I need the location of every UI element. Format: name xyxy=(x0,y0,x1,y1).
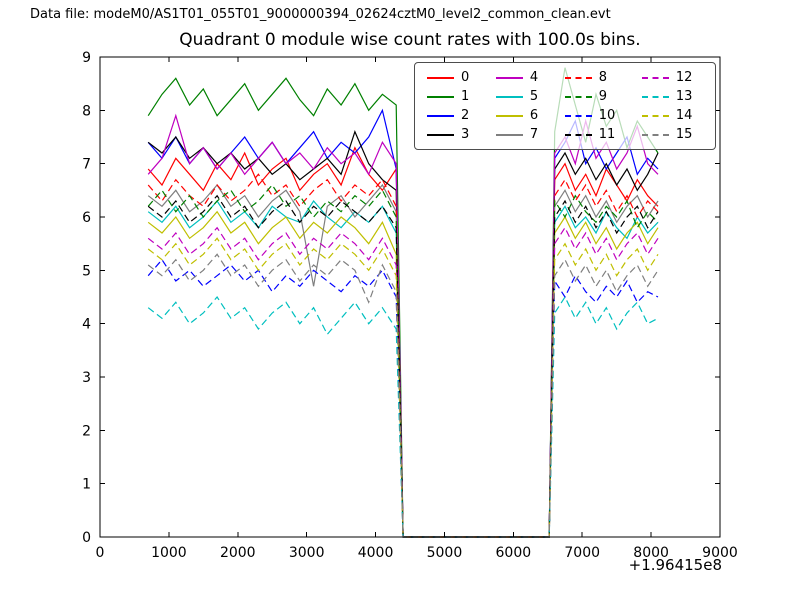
legend-line-sample-8 xyxy=(564,76,592,79)
legend-line-sample-2 xyxy=(427,114,454,117)
series-line-9 xyxy=(147,184,659,538)
series-line-15 xyxy=(147,253,659,538)
legend-line-sample-7 xyxy=(495,133,523,136)
legend-line-sample-11 xyxy=(564,133,592,136)
series-line-10 xyxy=(147,258,659,538)
legend-item-label: 2 xyxy=(461,108,470,123)
legend-item-label: 9 xyxy=(598,89,607,104)
series-line-2 xyxy=(147,108,659,538)
legend-item-11: 11 xyxy=(564,126,626,143)
x-tick-label: 8000 xyxy=(633,545,669,561)
series-line-13 xyxy=(147,295,659,538)
series-line-6 xyxy=(147,210,659,538)
legend-item-label: 10 xyxy=(598,108,616,123)
series-lines xyxy=(147,67,659,538)
x-tick-label: 0 xyxy=(96,545,105,561)
legend-item-label: 1 xyxy=(461,89,470,104)
legend-item-6: 6 xyxy=(495,107,549,124)
legend-item-0: 0 xyxy=(427,69,480,86)
legend: 0 1 2 3 4 5 6 7 8 9 10 11 12 13 14 15 xyxy=(414,62,716,150)
legend-item-label: 8 xyxy=(598,70,607,85)
legend-item-label: 12 xyxy=(675,70,693,85)
legend-line-sample-0 xyxy=(427,76,454,79)
x-tick-label: 3000 xyxy=(289,545,325,561)
legend-item-14: 14 xyxy=(641,107,703,124)
data-file-label: Data file: modeM0/AS1T01_055T01_90000003… xyxy=(30,7,611,22)
y-tick-label: 7 xyxy=(82,157,91,173)
legend-item-label: 11 xyxy=(598,127,616,142)
legend-item-label: 0 xyxy=(461,70,470,85)
legend-item-9: 9 xyxy=(564,88,626,105)
legend-item-10: 10 xyxy=(564,107,626,124)
series-line-7 xyxy=(147,183,659,538)
legend-item-label: 6 xyxy=(529,108,539,123)
legend-line-sample-3 xyxy=(427,133,454,136)
legend-line-sample-10 xyxy=(564,114,592,117)
y-tick-label: 5 xyxy=(82,263,91,279)
legend-item-1: 1 xyxy=(427,88,480,105)
legend-line-sample-12 xyxy=(641,76,669,79)
legend-item-13: 13 xyxy=(641,88,703,105)
x-tick-label: 2000 xyxy=(220,545,256,561)
y-tick-label: 4 xyxy=(82,317,91,333)
legend-item-8: 8 xyxy=(564,69,626,86)
legend-item-label: 4 xyxy=(529,70,539,85)
legend-item-15: 15 xyxy=(641,126,703,143)
x-tick-label: 4000 xyxy=(358,545,394,561)
legend-line-sample-13 xyxy=(641,95,669,98)
series-line-8 xyxy=(147,173,659,538)
x-tick-label: 1000 xyxy=(151,545,187,561)
y-tick-label: 1 xyxy=(82,477,91,493)
axis-ticks: 0 1000 2000 3000 4000 5000 6000 7000 8000 9000012… xyxy=(82,50,738,561)
x-tick-label: 7000 xyxy=(564,545,600,561)
axes-frame xyxy=(99,56,721,538)
legend-item-4: 4 xyxy=(495,69,549,86)
series-line-3 xyxy=(147,129,659,538)
legend-line-sample-6 xyxy=(495,114,523,117)
legend-item-label: 14 xyxy=(675,108,693,123)
y-tick-label: 8 xyxy=(82,103,91,119)
legend-line-sample-9 xyxy=(564,95,592,98)
legend-line-sample-5 xyxy=(495,95,523,98)
series-line-12 xyxy=(147,226,659,538)
y-tick-label: 6 xyxy=(82,210,91,226)
legend-item-5: 5 xyxy=(495,88,549,105)
legend-item-3: 3 xyxy=(427,126,480,143)
series-line-5 xyxy=(147,199,659,538)
legend-item-label: 15 xyxy=(675,127,693,142)
legend-item-7: 7 xyxy=(495,126,549,143)
legend-item-label: 13 xyxy=(675,89,693,104)
chart-title: Quadrant 0 module wise count rates with … xyxy=(179,30,641,50)
legend-line-sample-1 xyxy=(427,95,454,98)
series-line-4 xyxy=(147,113,659,538)
legend-line-sample-4 xyxy=(495,76,523,79)
y-tick-label: 3 xyxy=(82,370,91,386)
legend-line-sample-14 xyxy=(641,114,669,117)
legend-item-label: 7 xyxy=(529,127,539,142)
y-tick-label: 9 xyxy=(82,50,91,66)
x-tick-label: 9000 xyxy=(702,545,738,561)
legend-item-12: 12 xyxy=(641,69,703,86)
x-tick-label: 6000 xyxy=(496,545,532,561)
x-axis-offset-label: +1.96415e8 xyxy=(628,556,722,574)
legend-line-sample-15 xyxy=(641,133,669,136)
series-line-14 xyxy=(147,237,659,538)
x-tick-label: 5000 xyxy=(427,545,463,561)
series-line-11 xyxy=(147,194,659,538)
legend-item-label: 5 xyxy=(529,89,539,104)
legend-item-label: 3 xyxy=(461,127,470,142)
y-tick-label: 0 xyxy=(82,530,91,546)
legend-item-2: 2 xyxy=(427,107,480,124)
y-tick-label: 2 xyxy=(82,423,91,439)
